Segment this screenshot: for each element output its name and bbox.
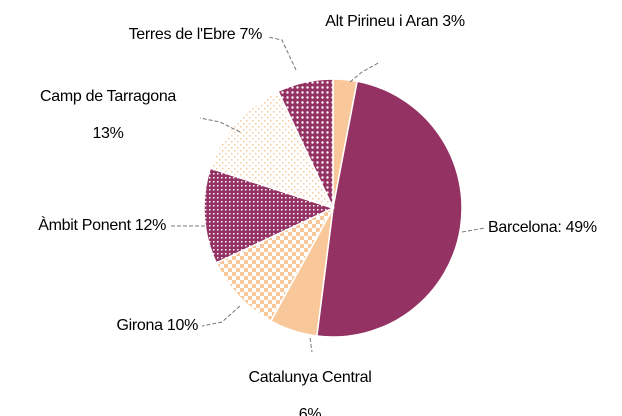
leader-line xyxy=(201,305,241,327)
pie-slice xyxy=(209,90,335,210)
leader-line xyxy=(461,227,486,233)
data-label: Barcelona: 49% xyxy=(488,219,597,236)
data-label: Terres de l'Ebre 7% xyxy=(129,26,262,43)
data-label: Camp de Tarragona 13% xyxy=(40,88,176,142)
data-label: Àmbit Ponent 12% xyxy=(38,215,166,234)
leader-line xyxy=(349,61,381,83)
leader-line xyxy=(267,36,297,71)
leader-line xyxy=(199,117,241,133)
pie-slice xyxy=(277,78,334,209)
data-label: Alt Pirineu i Aran 3% xyxy=(325,13,465,30)
pie-slice xyxy=(203,167,336,264)
pie-slice xyxy=(315,80,463,338)
data-label: Catalunya Central 6% xyxy=(249,369,372,416)
leader-line xyxy=(309,337,313,353)
data-label: Girona 10% xyxy=(117,317,199,334)
pie-slice xyxy=(215,206,335,323)
